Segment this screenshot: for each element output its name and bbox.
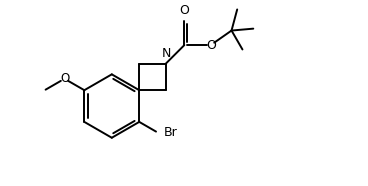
- Text: O: O: [180, 4, 189, 17]
- Text: N: N: [161, 47, 171, 60]
- Text: Br: Br: [164, 126, 177, 139]
- Text: O: O: [60, 72, 69, 85]
- Text: O: O: [206, 39, 216, 52]
